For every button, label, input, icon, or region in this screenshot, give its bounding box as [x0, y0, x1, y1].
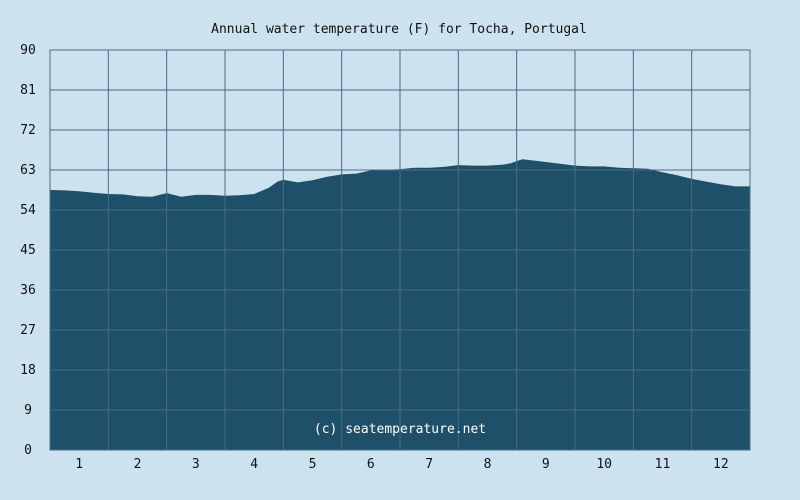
watermark: (c) seatemperature.net: [314, 422, 486, 437]
y-tick-label: 0: [24, 443, 32, 458]
y-tick-label: 45: [20, 243, 36, 258]
y-tick-label: 72: [20, 123, 36, 138]
x-axis-ticks: 1 2 3 4 5 6 7 8 9 10 11 12: [75, 457, 728, 472]
x-tick-label: 6: [367, 457, 375, 472]
x-tick-label: 9: [542, 457, 550, 472]
x-tick-label: 2: [134, 457, 142, 472]
y-axis-ticks: 0 9 18 27 36 45 54 63 72 81 90: [20, 43, 36, 458]
x-tick-label: 12: [713, 457, 729, 472]
x-tick-label: 10: [596, 457, 612, 472]
y-tick-label: 90: [20, 43, 36, 58]
x-tick-label: 3: [192, 457, 200, 472]
chart-title: Annual water temperature (F) for Tocha, …: [211, 22, 587, 37]
y-tick-label: 27: [20, 323, 36, 338]
x-tick-label: 4: [250, 457, 258, 472]
x-tick-label: 5: [309, 457, 317, 472]
y-tick-label: 9: [24, 403, 32, 418]
x-tick-label: 11: [655, 457, 671, 472]
x-tick-label: 1: [75, 457, 83, 472]
y-tick-label: 36: [20, 283, 36, 298]
plot-border: [49, 49, 751, 451]
y-tick-label: 63: [20, 163, 36, 178]
y-tick-label: 81: [20, 83, 36, 98]
x-tick-label: 7: [425, 457, 433, 472]
y-tick-label: 54: [20, 203, 36, 218]
y-tick-label: 18: [20, 363, 36, 378]
x-tick-label: 8: [484, 457, 492, 472]
